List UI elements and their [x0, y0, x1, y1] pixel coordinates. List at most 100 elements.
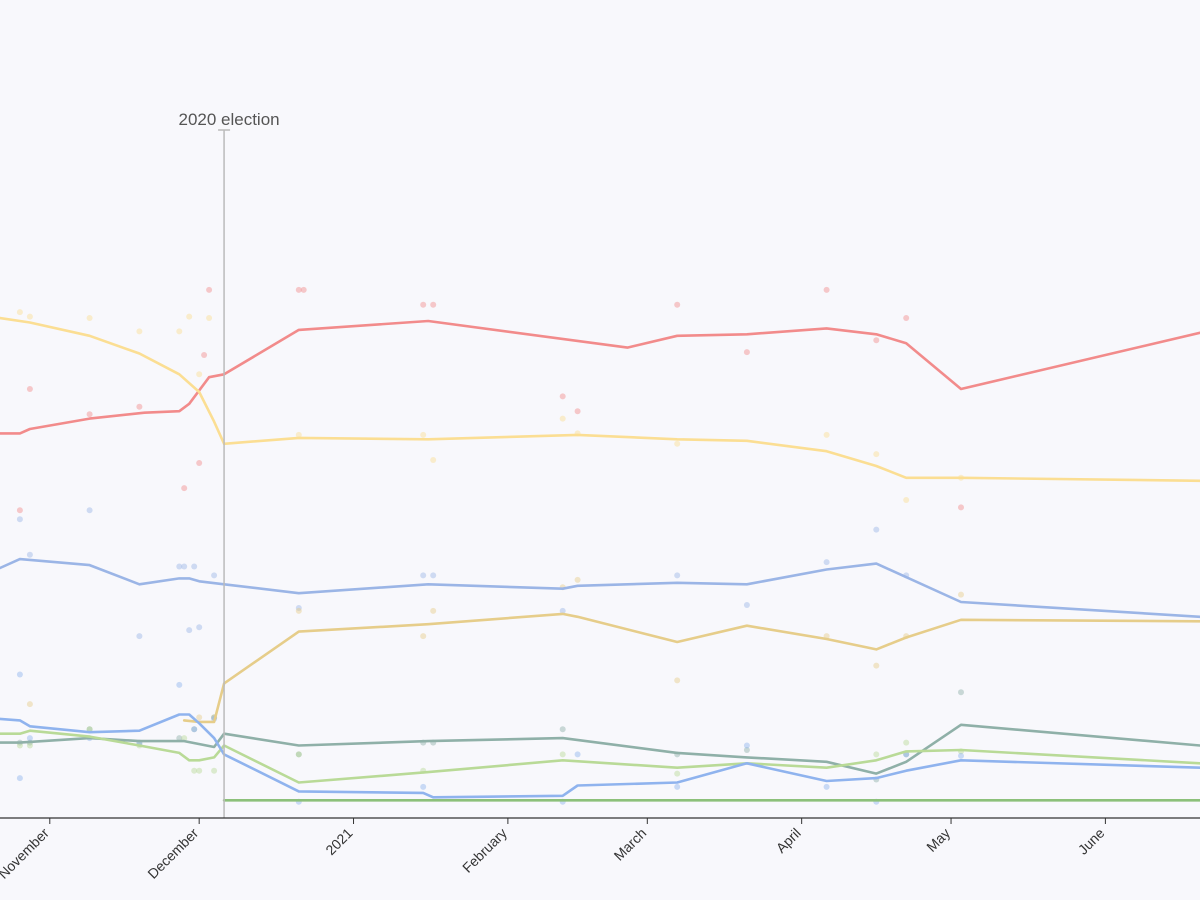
x-axis: November December 2021 February March April Ma…: [0, 817, 1200, 882]
series-0-point-6: [201, 352, 208, 358]
series-0-point-0: [16, 507, 23, 514]
series-5-point-12: [873, 751, 880, 758]
series-3-point-3: [295, 607, 302, 614]
series-3-point-12: [958, 591, 964, 598]
series-0-point-5: [196, 460, 203, 466]
series-4-point-4: [176, 735, 183, 742]
series-6-point-13: [743, 742, 750, 749]
series-3-point-1: [196, 714, 203, 721]
series-0-point-17: [873, 337, 880, 344]
series-3-point-10: [873, 662, 880, 669]
series-2-point-14: [674, 572, 681, 579]
series-2-point-15: [743, 602, 750, 608]
x-tick-label: February: [459, 825, 510, 876]
series-6-point-1: [16, 775, 23, 782]
series-1-point-2: [86, 315, 93, 321]
series-1-point-3: [136, 328, 143, 335]
x-tick-label: 2021: [322, 825, 355, 858]
series-6-point-5: [176, 681, 183, 688]
series-2-point-2: [86, 507, 93, 514]
series-0-point-14: [674, 301, 681, 308]
x-tick-label: March: [611, 825, 650, 864]
series-lines-layer: [0, 316, 1200, 802]
series-2-point-13: [559, 607, 566, 614]
series-1-point-6: [196, 371, 203, 378]
series-2-point-7: [191, 563, 198, 570]
series-3-point-8: [674, 677, 681, 684]
series-2-point-16: [823, 559, 830, 566]
series-3-point-7: [574, 576, 581, 583]
series-1-point-1: [26, 313, 33, 320]
series-0-point-18: [903, 315, 910, 321]
series-4-line: [0, 723, 1200, 775]
series-2-point-10: [295, 605, 302, 611]
series-1-point-4: [176, 328, 183, 335]
series-5-point-4: [181, 735, 188, 742]
series-4-point-7: [295, 751, 302, 758]
series-5-point-11: [674, 770, 681, 777]
series-2-point-3: [136, 633, 143, 640]
x-tick-label: May: [923, 825, 953, 855]
series-1-point-5: [186, 313, 193, 320]
series-2-point-4: [176, 563, 183, 570]
x-tick-label: November: [0, 825, 52, 882]
series-6-point-2: [26, 735, 33, 742]
series-1-point-0: [16, 309, 23, 316]
series-2-point-6: [186, 627, 193, 634]
series-1-point-9: [420, 431, 427, 438]
series-6-point-14: [823, 783, 830, 790]
series-5-point-13: [903, 739, 910, 746]
series-3-point-5: [430, 607, 437, 614]
series-5-point-5: [191, 767, 198, 774]
series-2-point-5: [181, 563, 188, 570]
series-4-point-10: [559, 726, 566, 733]
series-1-line: [0, 316, 1200, 483]
series-4-point-5: [191, 726, 198, 733]
series-6-point-12: [674, 783, 681, 790]
series-2-point-11: [420, 572, 427, 579]
series-0-point-12: [559, 393, 566, 400]
series-1-point-13: [674, 440, 681, 447]
series-5-line: [0, 729, 1200, 784]
x-tick-label: April: [773, 825, 804, 856]
series-0-point-9: [300, 286, 307, 293]
series-1-point-16: [903, 497, 910, 503]
series-4-point-15: [958, 689, 964, 696]
series-1-point-8: [295, 431, 302, 438]
x-tick-label: December: [144, 825, 201, 882]
series-0-point-8: [295, 286, 302, 293]
series-6-line: [0, 713, 1200, 799]
series-0-point-3: [136, 403, 143, 410]
series-2-point-9: [211, 572, 218, 579]
series-5-point-6: [196, 767, 203, 774]
series-3-point-0: [26, 701, 33, 708]
series-2-point-17: [873, 526, 880, 533]
series-3-line: [182, 612, 1200, 724]
series-2-point-8: [196, 624, 203, 631]
series-5-point-0: [16, 742, 23, 749]
series-2-line: [0, 557, 1200, 619]
series-5-point-1: [26, 742, 33, 749]
series-2-point-12: [430, 572, 437, 579]
annotation-layer: 2020 election: [178, 110, 280, 818]
series-6-point-9: [420, 783, 427, 790]
series-0-point-4: [181, 485, 188, 492]
series-1-point-14: [823, 431, 830, 438]
series-0-point-15: [743, 349, 750, 356]
series-6-point-11: [574, 751, 581, 758]
series-5-point-7: [211, 767, 218, 774]
series-1-point-15: [873, 451, 880, 458]
series-1-point-10: [430, 457, 437, 463]
series-0-point-2: [86, 411, 93, 418]
series-0-point-13: [574, 408, 581, 415]
series-0-line: [0, 319, 1200, 435]
series-6-point-17: [958, 752, 964, 759]
series-3-point-4: [420, 633, 427, 640]
series-6-point-0: [16, 671, 23, 678]
series-2-point-0: [16, 516, 23, 523]
x-tick-label: June: [1075, 825, 1108, 858]
series-0-point-11: [430, 301, 437, 308]
series-0-point-19: [958, 504, 964, 511]
